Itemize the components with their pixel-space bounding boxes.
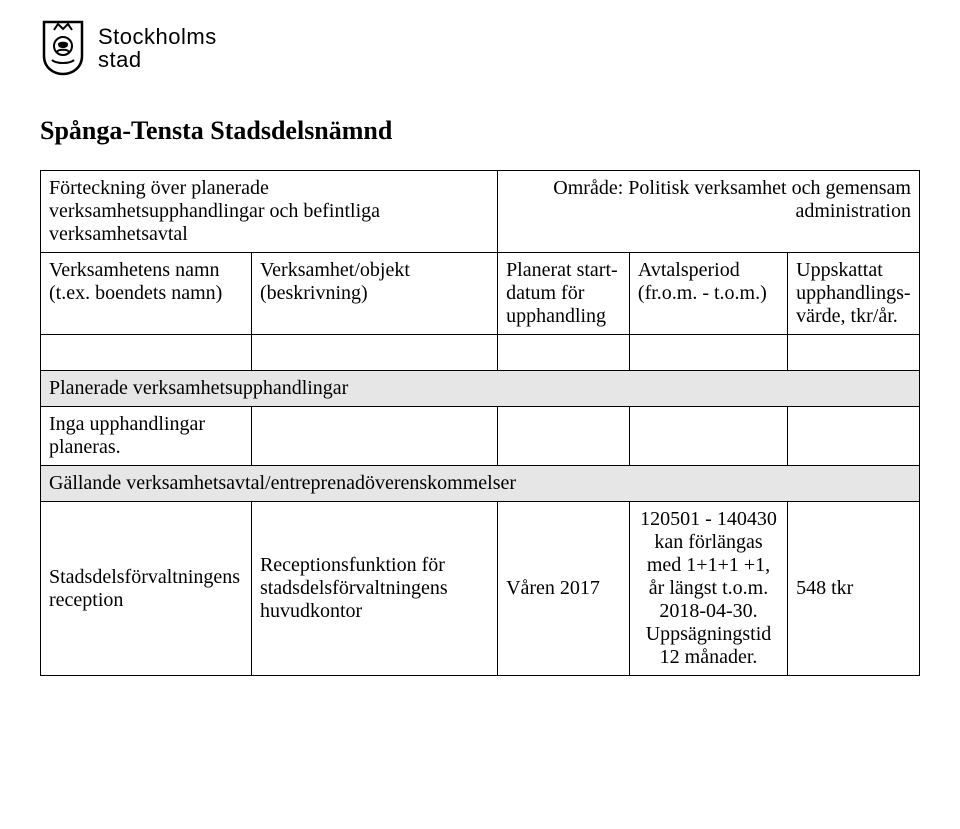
empty-row [41,335,920,371]
section2-header-row: Gällande verksamhetsavtal/entreprenadöve… [41,466,920,502]
document-title: Spånga-Tensta Stadsdelsnämnd [40,116,920,146]
page: Stockholms stad Spånga-Tensta Stadsdelsn… [0,0,960,716]
section1-row1-c1: Inga upphandlingar planeras. [41,407,252,466]
section2-title: Gällande verksamhetsavtal/entreprenadöve… [41,466,920,502]
section2-row1: Stadsdelsförvaltningens reception Recept… [41,502,920,676]
section2-row1-c4: 120501 - 140430 kan förlängas med 1+1+1 … [629,502,787,676]
col2-header: Verksamhet/objekt (beskrivning) [251,253,497,335]
logo-line2: stad [98,48,217,71]
empty-cell [498,335,630,371]
header-row-top: Förteckning över planerade verksamhetsup… [41,171,920,253]
section1-row1-c4 [629,407,787,466]
col5-header: Uppskattat upphandlings-värde, tkr/år. [788,253,920,335]
stockholm-crest-icon [40,20,86,76]
section2-row1-c2: Receptionsfunktion för stadsdelsförvaltn… [251,502,497,676]
section1-row1: Inga upphandlingar planeras. [41,407,920,466]
area-label: Område: Politisk verksamhet och gemensam… [498,171,920,253]
empty-cell [41,335,252,371]
table-caption-left: Förteckning över planerade verksamhetsup… [41,171,498,253]
empty-cell [788,335,920,371]
header-row-cols: Verksamhetens namn (t.ex. boendets namn)… [41,253,920,335]
section2-row1-c1: Stadsdelsförvaltningens reception [41,502,252,676]
header-logo: Stockholms stad [40,20,920,76]
logo-line1: Stockholms [98,25,217,48]
section2-row1-c3: Våren 2017 [498,502,630,676]
section2-row1-c5: 548 tkr [788,502,920,676]
col4-header: Avtalsperiod (fr.o.m. - t.o.m.) [629,253,787,335]
section1-row1-c5 [788,407,920,466]
col3-header: Planerat start-datum för upphandling [498,253,630,335]
section1-header-row: Planerade verksamhetsupphandlingar [41,371,920,407]
empty-cell [251,335,497,371]
main-table: Förteckning över planerade verksamhetsup… [40,170,920,676]
logo-text: Stockholms stad [98,25,217,71]
section1-row1-c3 [498,407,630,466]
col1-header: Verksamhetens namn (t.ex. boendets namn) [41,253,252,335]
section1-title: Planerade verksamhetsupphandlingar [41,371,920,407]
empty-cell [629,335,787,371]
section1-row1-c2 [251,407,497,466]
